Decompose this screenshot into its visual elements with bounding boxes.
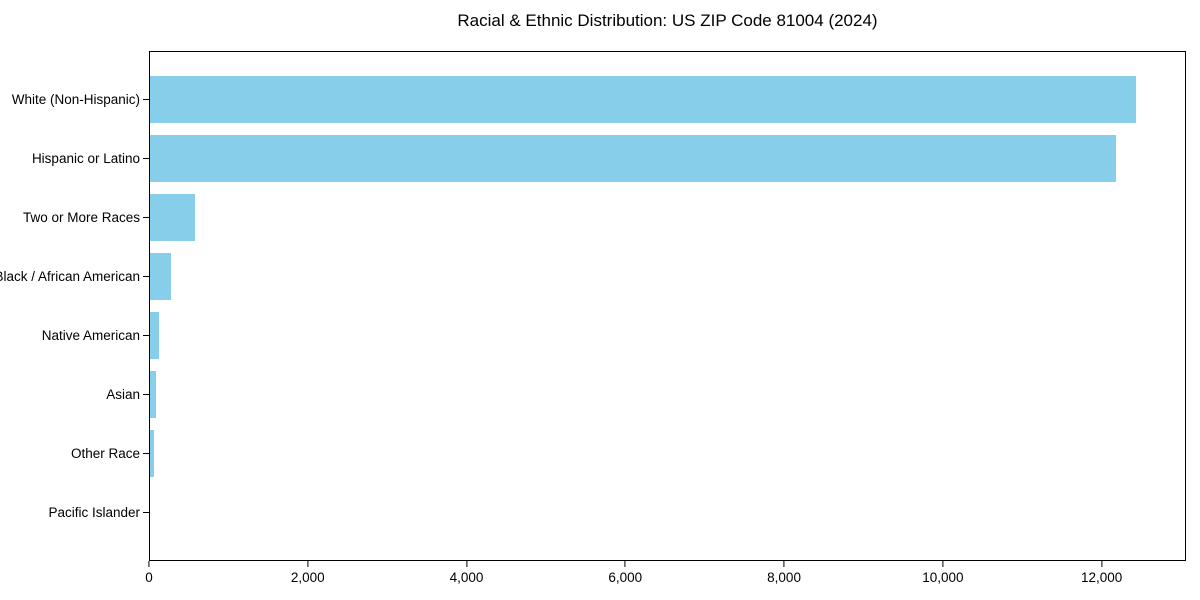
chart-row: White (Non-Hispanic) (12, 70, 1185, 129)
y-tick-label: Asian (106, 387, 140, 402)
chart-row: Two or More Races (23, 188, 1185, 247)
y-tick-label: Other Race (70, 446, 140, 461)
y-tick-label: White (Non-Hispanic) (11, 92, 140, 107)
x-tick-mark (465, 561, 468, 567)
chart-row: Hispanic or Latino (32, 129, 1185, 188)
chart-row: Pacific Islander (48, 483, 1185, 542)
y-tick-mark (143, 452, 149, 455)
bar (150, 371, 157, 418)
chart-title: Racial & Ethnic Distribution: US ZIP Cod… (457, 11, 878, 30)
bar-rows: White (Non-Hispanic) Hispanic or Latino Tw… (0, 52, 1185, 560)
y-tick-mark (143, 334, 149, 337)
x-tick-label: 8,000 (767, 570, 801, 585)
chart-row: Other Race (71, 424, 1185, 483)
x-tick-mark (783, 561, 785, 567)
x-tick-label: 10,000 (922, 570, 964, 585)
chart-row: Black / African American (0, 247, 1185, 306)
y-tick-label: Hispanic or Latino (31, 151, 140, 166)
chart-row: Native American (42, 306, 1185, 365)
x-tick-mark (942, 561, 944, 567)
x-tick-label: 0 (145, 570, 153, 585)
y-tick-label: Black / African American (0, 269, 140, 284)
bar (150, 430, 155, 477)
x-tick-mark (624, 561, 626, 567)
x-tick-label: 2,000 (290, 570, 325, 585)
y-tick-mark (143, 275, 149, 278)
y-tick-label: Pacific Islander (48, 505, 140, 520)
y-tick-mark (143, 511, 149, 514)
x-tick-label: 12,000 (1080, 570, 1123, 585)
bar (150, 194, 196, 241)
y-tick-mark (143, 157, 149, 160)
bar (150, 312, 160, 359)
y-tick-mark (143, 98, 149, 101)
y-tick-label: Two or More Races (22, 210, 140, 225)
bar (150, 76, 1136, 123)
y-tick-mark (143, 393, 149, 396)
bar (150, 253, 172, 300)
x-tick-label: 6,000 (608, 570, 643, 585)
chart-row: Asian (106, 365, 1185, 424)
x-axis-ticks: 0 2,000 4,000 6,000 8,000 10,000 12,000 (145, 561, 1186, 591)
x-tick-mark (307, 561, 309, 567)
x-tick-mark (1101, 561, 1103, 567)
plot-area: White (Non-Hispanic) Hispanic or Latino Tw… (0, 51, 1186, 561)
y-tick-mark (143, 216, 149, 219)
y-tick-label: Native American (41, 328, 140, 343)
bar (150, 135, 1116, 182)
x-tick-mark (148, 561, 150, 567)
x-tick-label: 4,000 (449, 570, 484, 585)
